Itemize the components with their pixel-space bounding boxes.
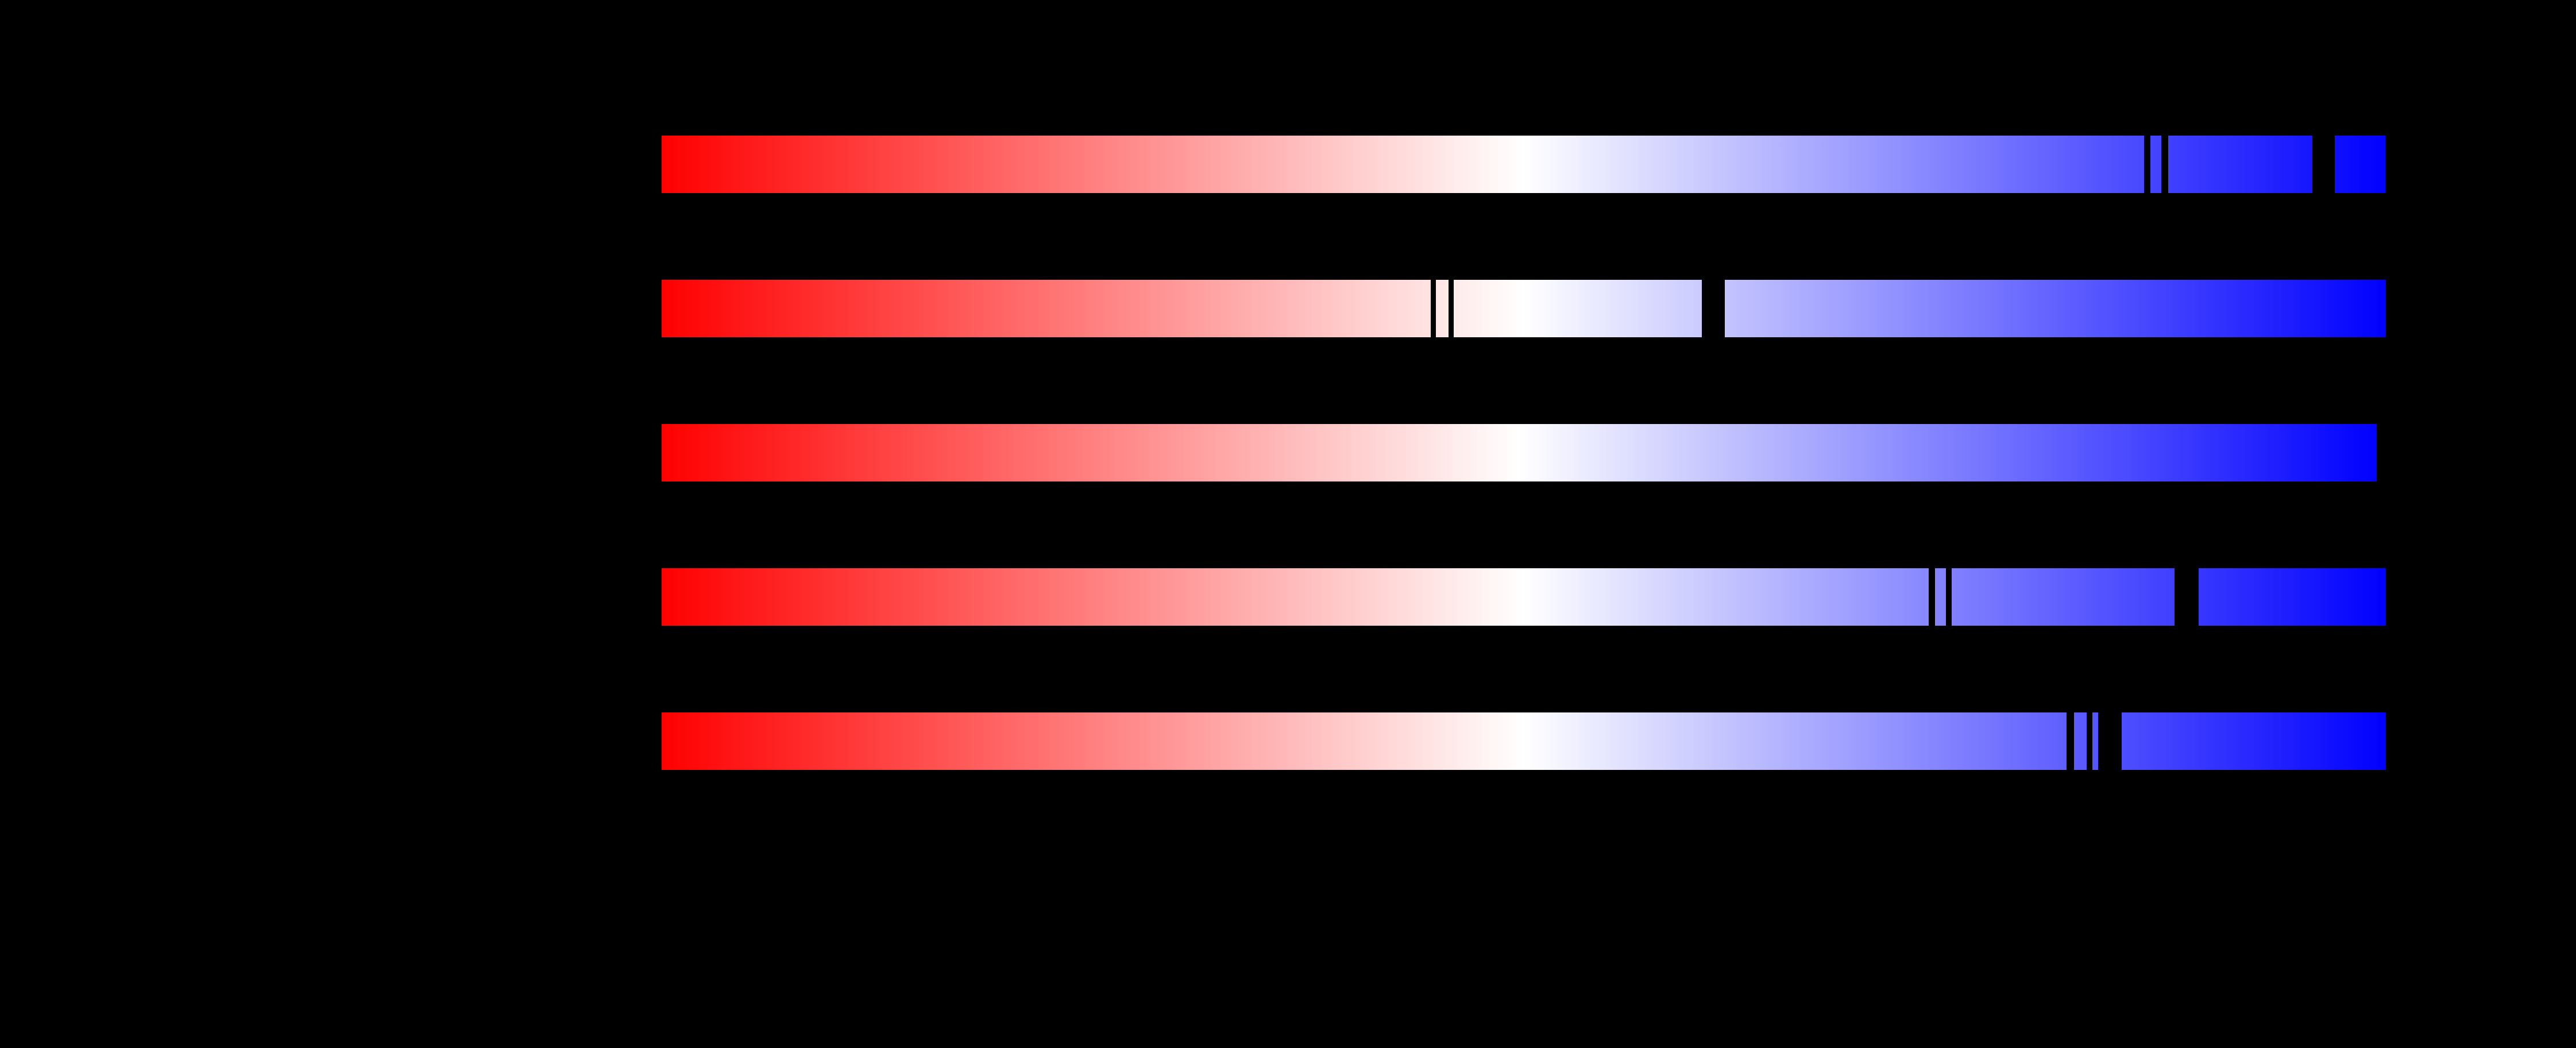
break-marker [1929,568,1935,626]
gradient-bar [662,712,2386,770]
break-marker [2087,712,2092,770]
break-marker [1702,280,1725,337]
gradient-bar [662,424,2377,481]
break-marker [2161,136,2168,193]
gradient-bar [662,280,2386,337]
gradient-bar [662,568,2386,626]
break-marker [1946,568,1952,626]
break-marker [2098,712,2122,770]
break-marker [2312,136,2335,193]
gradient-bar [662,136,2385,193]
break-marker [1431,280,1436,337]
break-marker [2144,136,2150,193]
break-marker [1449,280,1454,337]
break-marker [2175,568,2199,626]
break-marker [2067,712,2074,770]
